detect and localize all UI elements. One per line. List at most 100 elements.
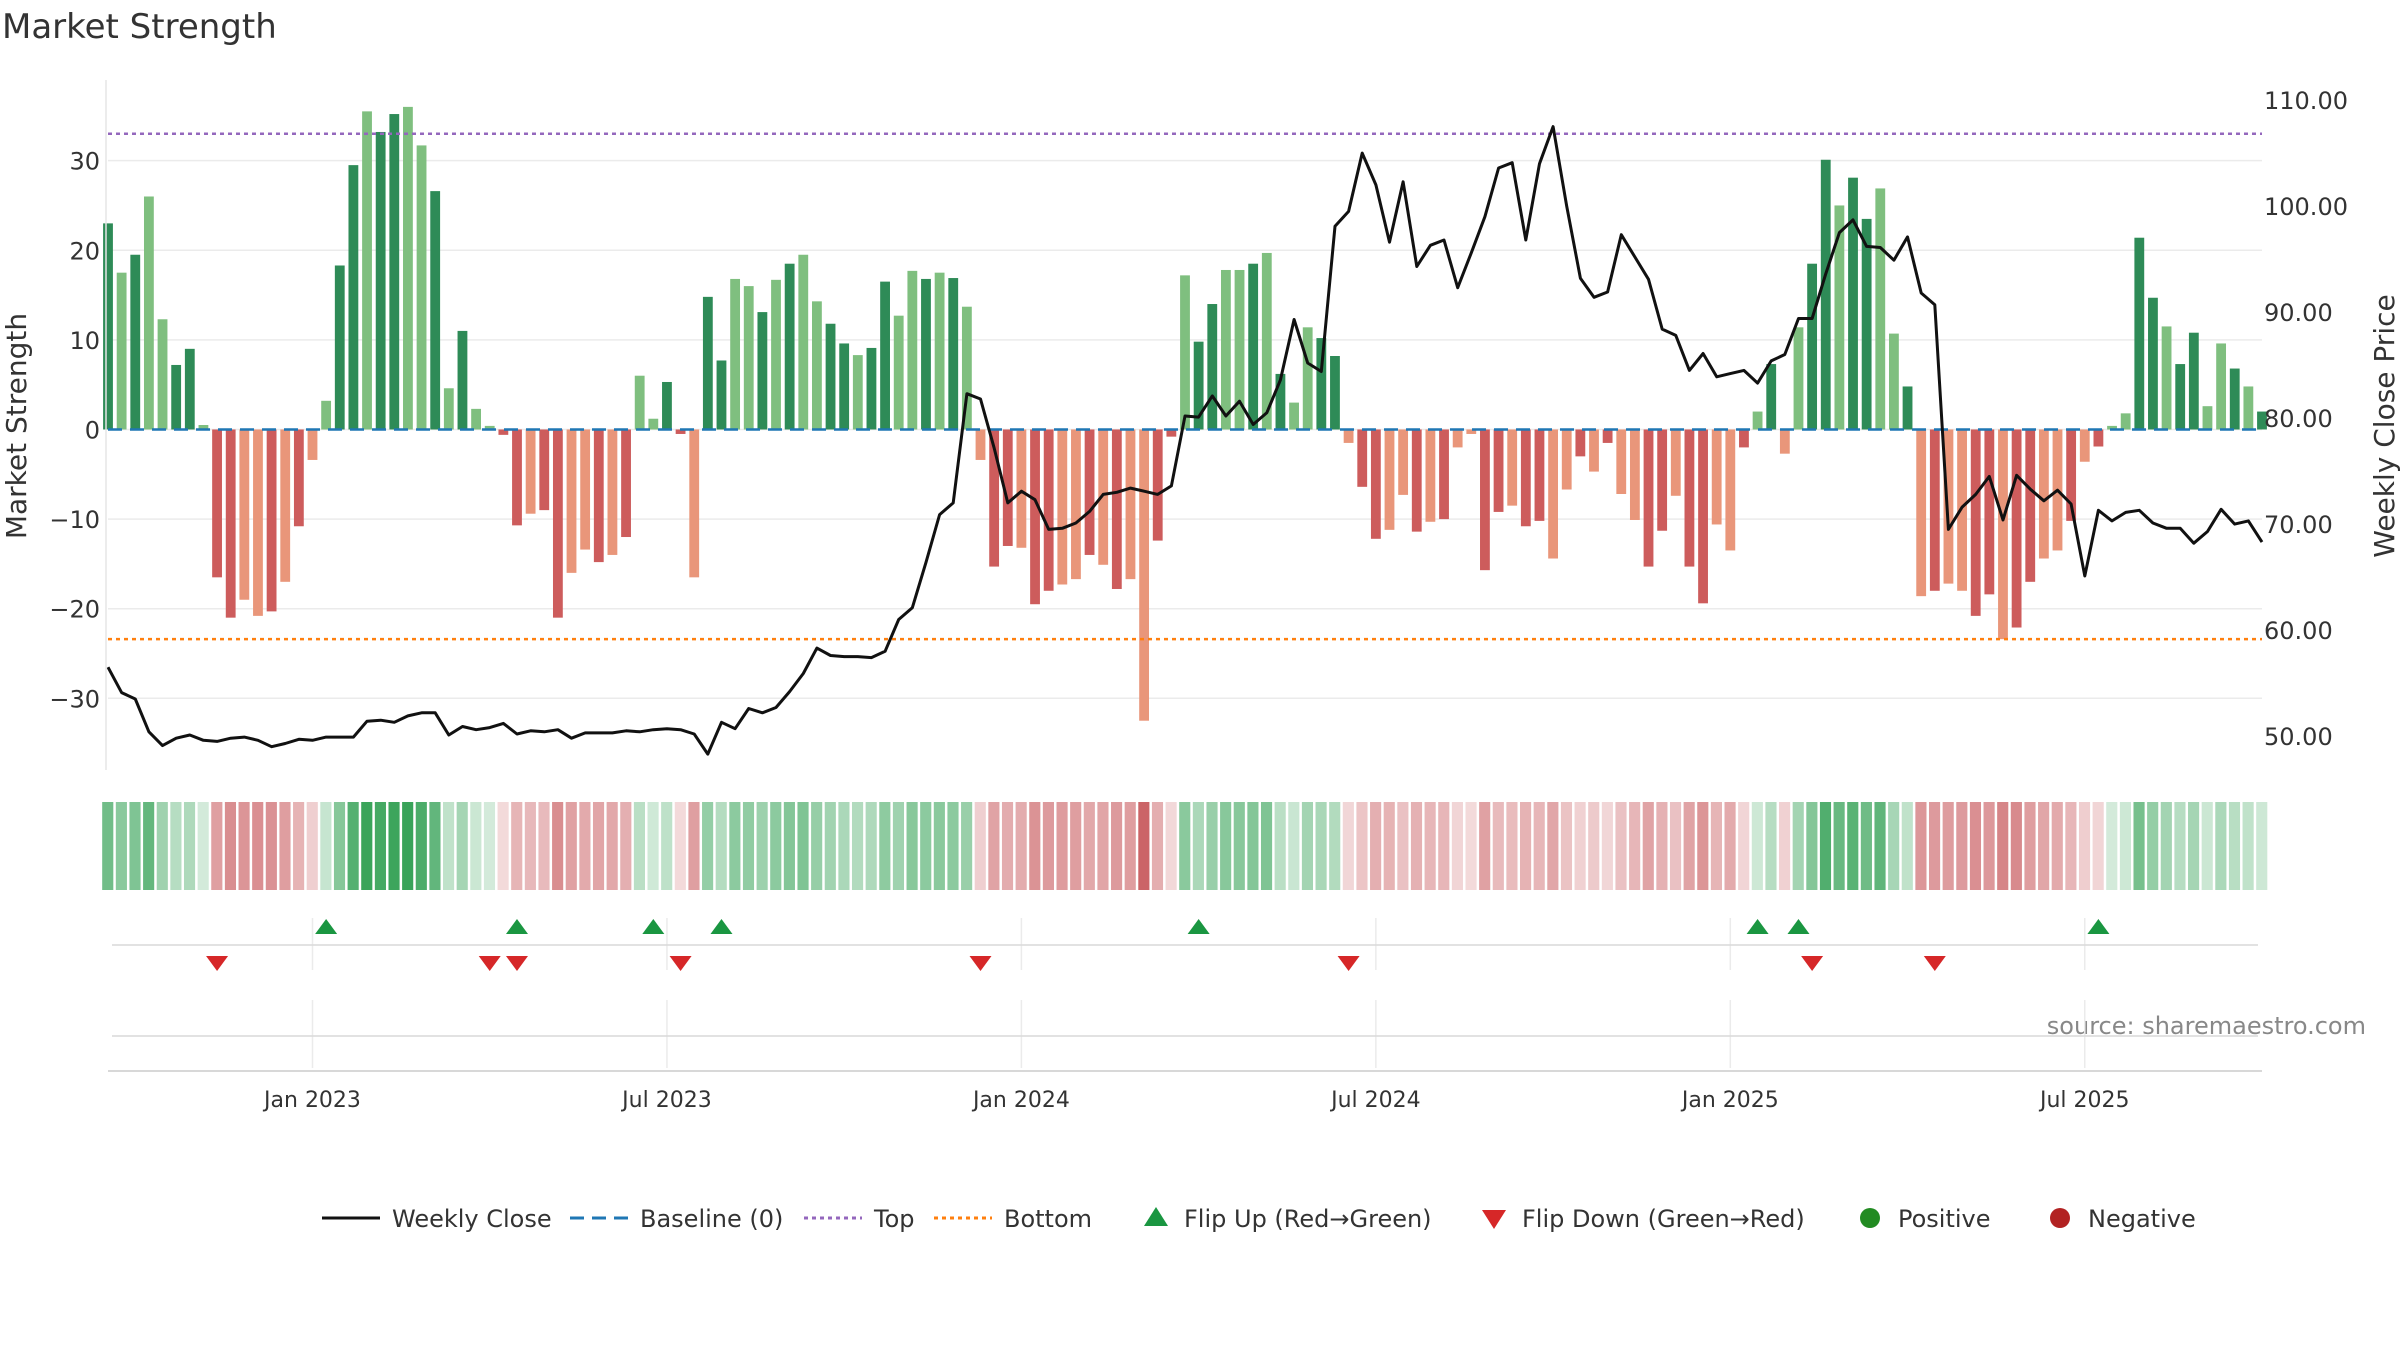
strength-bar bbox=[1234, 269, 1245, 430]
heat-strip-cell bbox=[1465, 802, 1477, 890]
legend: Weekly Close Baseline (0) Top Bottom Flip Up… bbox=[322, 1205, 2196, 1233]
heat-strip-cell bbox=[1860, 802, 1872, 890]
heat-strip-cell bbox=[1615, 802, 1627, 890]
strength-bar bbox=[2188, 332, 2199, 430]
heat-strip-cell bbox=[1765, 802, 1777, 890]
strength-bar bbox=[921, 278, 931, 430]
heat-strip-cell bbox=[143, 802, 155, 890]
heat-strip-cell bbox=[770, 802, 782, 890]
x-tick-label: Jan 2025 bbox=[1680, 1088, 1779, 1113]
heat-strip-cell bbox=[1969, 802, 1982, 890]
heat-strip-cell bbox=[320, 802, 332, 890]
strength-bar bbox=[1357, 429, 1368, 487]
heat-strip-cell bbox=[470, 802, 482, 890]
strength-bar bbox=[2243, 386, 2254, 430]
strength-bar bbox=[1984, 429, 1995, 595]
heat-strip-cell bbox=[1560, 802, 1573, 890]
strength-bar bbox=[2079, 429, 2090, 462]
heat-strip-cell bbox=[361, 802, 373, 890]
strength-bar bbox=[225, 429, 236, 618]
x-tick-label: Jan 2024 bbox=[971, 1088, 1070, 1113]
strength-bar bbox=[1520, 429, 1531, 527]
heat-strip-cell bbox=[1329, 802, 1341, 890]
heat-strip-cell bbox=[1192, 802, 1204, 890]
legend-label: Negative bbox=[2088, 1205, 2196, 1233]
strength-bar bbox=[566, 429, 577, 573]
heat-strip-cell bbox=[1151, 802, 1164, 890]
strength-bar bbox=[1275, 373, 1286, 430]
heat-strip-cell bbox=[702, 802, 714, 890]
heat-strip-cell bbox=[1138, 802, 1150, 890]
heat-strip-cell bbox=[1070, 802, 1082, 890]
legend-swatch bbox=[2050, 1208, 2070, 1228]
strength-bar bbox=[1834, 205, 1845, 430]
strength-bar bbox=[852, 355, 863, 430]
heat-strip-cell bbox=[2160, 802, 2172, 890]
strength-bar bbox=[1316, 338, 1327, 430]
strength-bar bbox=[293, 429, 304, 527]
heat-strip-cell bbox=[633, 802, 645, 890]
heat-strip-cell bbox=[1233, 802, 1245, 890]
heat-strip-cell bbox=[592, 802, 605, 890]
y-tick-label-right: 100.00 bbox=[2264, 193, 2348, 221]
strength-bar bbox=[989, 429, 1000, 567]
heat-strip-cell bbox=[2201, 802, 2213, 890]
flip-markers-layer bbox=[206, 919, 2110, 971]
y-tick-label-left: −20 bbox=[49, 596, 100, 624]
heat-strip-cell bbox=[1506, 802, 1518, 890]
strength-bar bbox=[812, 301, 822, 430]
y-tick-label-left: 20 bbox=[69, 237, 100, 265]
strength-bar bbox=[1848, 177, 1858, 430]
strength-bar bbox=[907, 270, 918, 430]
heat-strip-cell bbox=[933, 802, 945, 890]
x-tick-label: Jul 2025 bbox=[2038, 1088, 2130, 1113]
flip-down-marker bbox=[669, 956, 692, 971]
heat-strip-cell bbox=[1056, 802, 1068, 890]
heat-strip-cell bbox=[961, 802, 973, 890]
heat-strip-cell bbox=[1097, 802, 1109, 890]
flip-down-marker bbox=[1923, 956, 1946, 971]
heat-strip-cell bbox=[2038, 802, 2050, 890]
heat-strip-cell bbox=[293, 802, 305, 890]
heat-strip-cell bbox=[333, 802, 346, 890]
heat-strip-cell bbox=[579, 802, 591, 890]
heat-strip-cell bbox=[1260, 802, 1273, 890]
heat-strip-cell bbox=[2010, 802, 2022, 890]
strength-bar bbox=[362, 111, 372, 430]
heat-strip-cell bbox=[265, 802, 277, 890]
heat-strip-cell bbox=[374, 802, 386, 890]
chart-title: Market Strength bbox=[2, 7, 277, 47]
strength-bar bbox=[1739, 429, 1749, 448]
heat-strip-cell bbox=[1274, 802, 1286, 890]
strength-bar bbox=[1670, 429, 1681, 496]
heat-strip-cell bbox=[1247, 802, 1259, 890]
heat-strip-cell bbox=[402, 802, 414, 890]
heat-strip-cell bbox=[1479, 802, 1491, 890]
legend-swatch bbox=[1482, 1210, 1506, 1229]
y-tick-label-right: 50.00 bbox=[2264, 723, 2333, 751]
strength-bar bbox=[1684, 429, 1695, 567]
strength-bar bbox=[934, 272, 945, 430]
strength-bar bbox=[1602, 429, 1613, 443]
heat-strip-cell bbox=[1874, 802, 1886, 890]
strength-bar bbox=[1889, 333, 1899, 430]
heat-strip-cell bbox=[2147, 802, 2159, 890]
heat-strip-cell bbox=[1301, 802, 1314, 890]
strength-bar bbox=[1152, 429, 1163, 541]
strength-bar bbox=[143, 196, 154, 430]
strength-bar bbox=[525, 429, 536, 514]
heat-strip-cell bbox=[1915, 802, 1927, 890]
strength-bar bbox=[2107, 425, 2117, 430]
heat-strip-cell bbox=[2106, 802, 2118, 890]
strength-bar bbox=[1575, 429, 1586, 457]
y-tick-label-right: 70.00 bbox=[2264, 511, 2333, 539]
axes-layer: −30 −20 −10 0 10 20 30 50.00 60.00 70.00 80.00 90.0… bbox=[49, 80, 2348, 1113]
heat-strip-cell bbox=[1410, 802, 1423, 890]
flip-down-marker bbox=[505, 956, 528, 971]
strength-bar bbox=[280, 429, 291, 582]
legend-label: Weekly Close bbox=[392, 1205, 552, 1233]
strength-bar bbox=[1957, 429, 1967, 591]
strength-bar bbox=[552, 429, 563, 618]
strength-bar bbox=[716, 360, 727, 430]
